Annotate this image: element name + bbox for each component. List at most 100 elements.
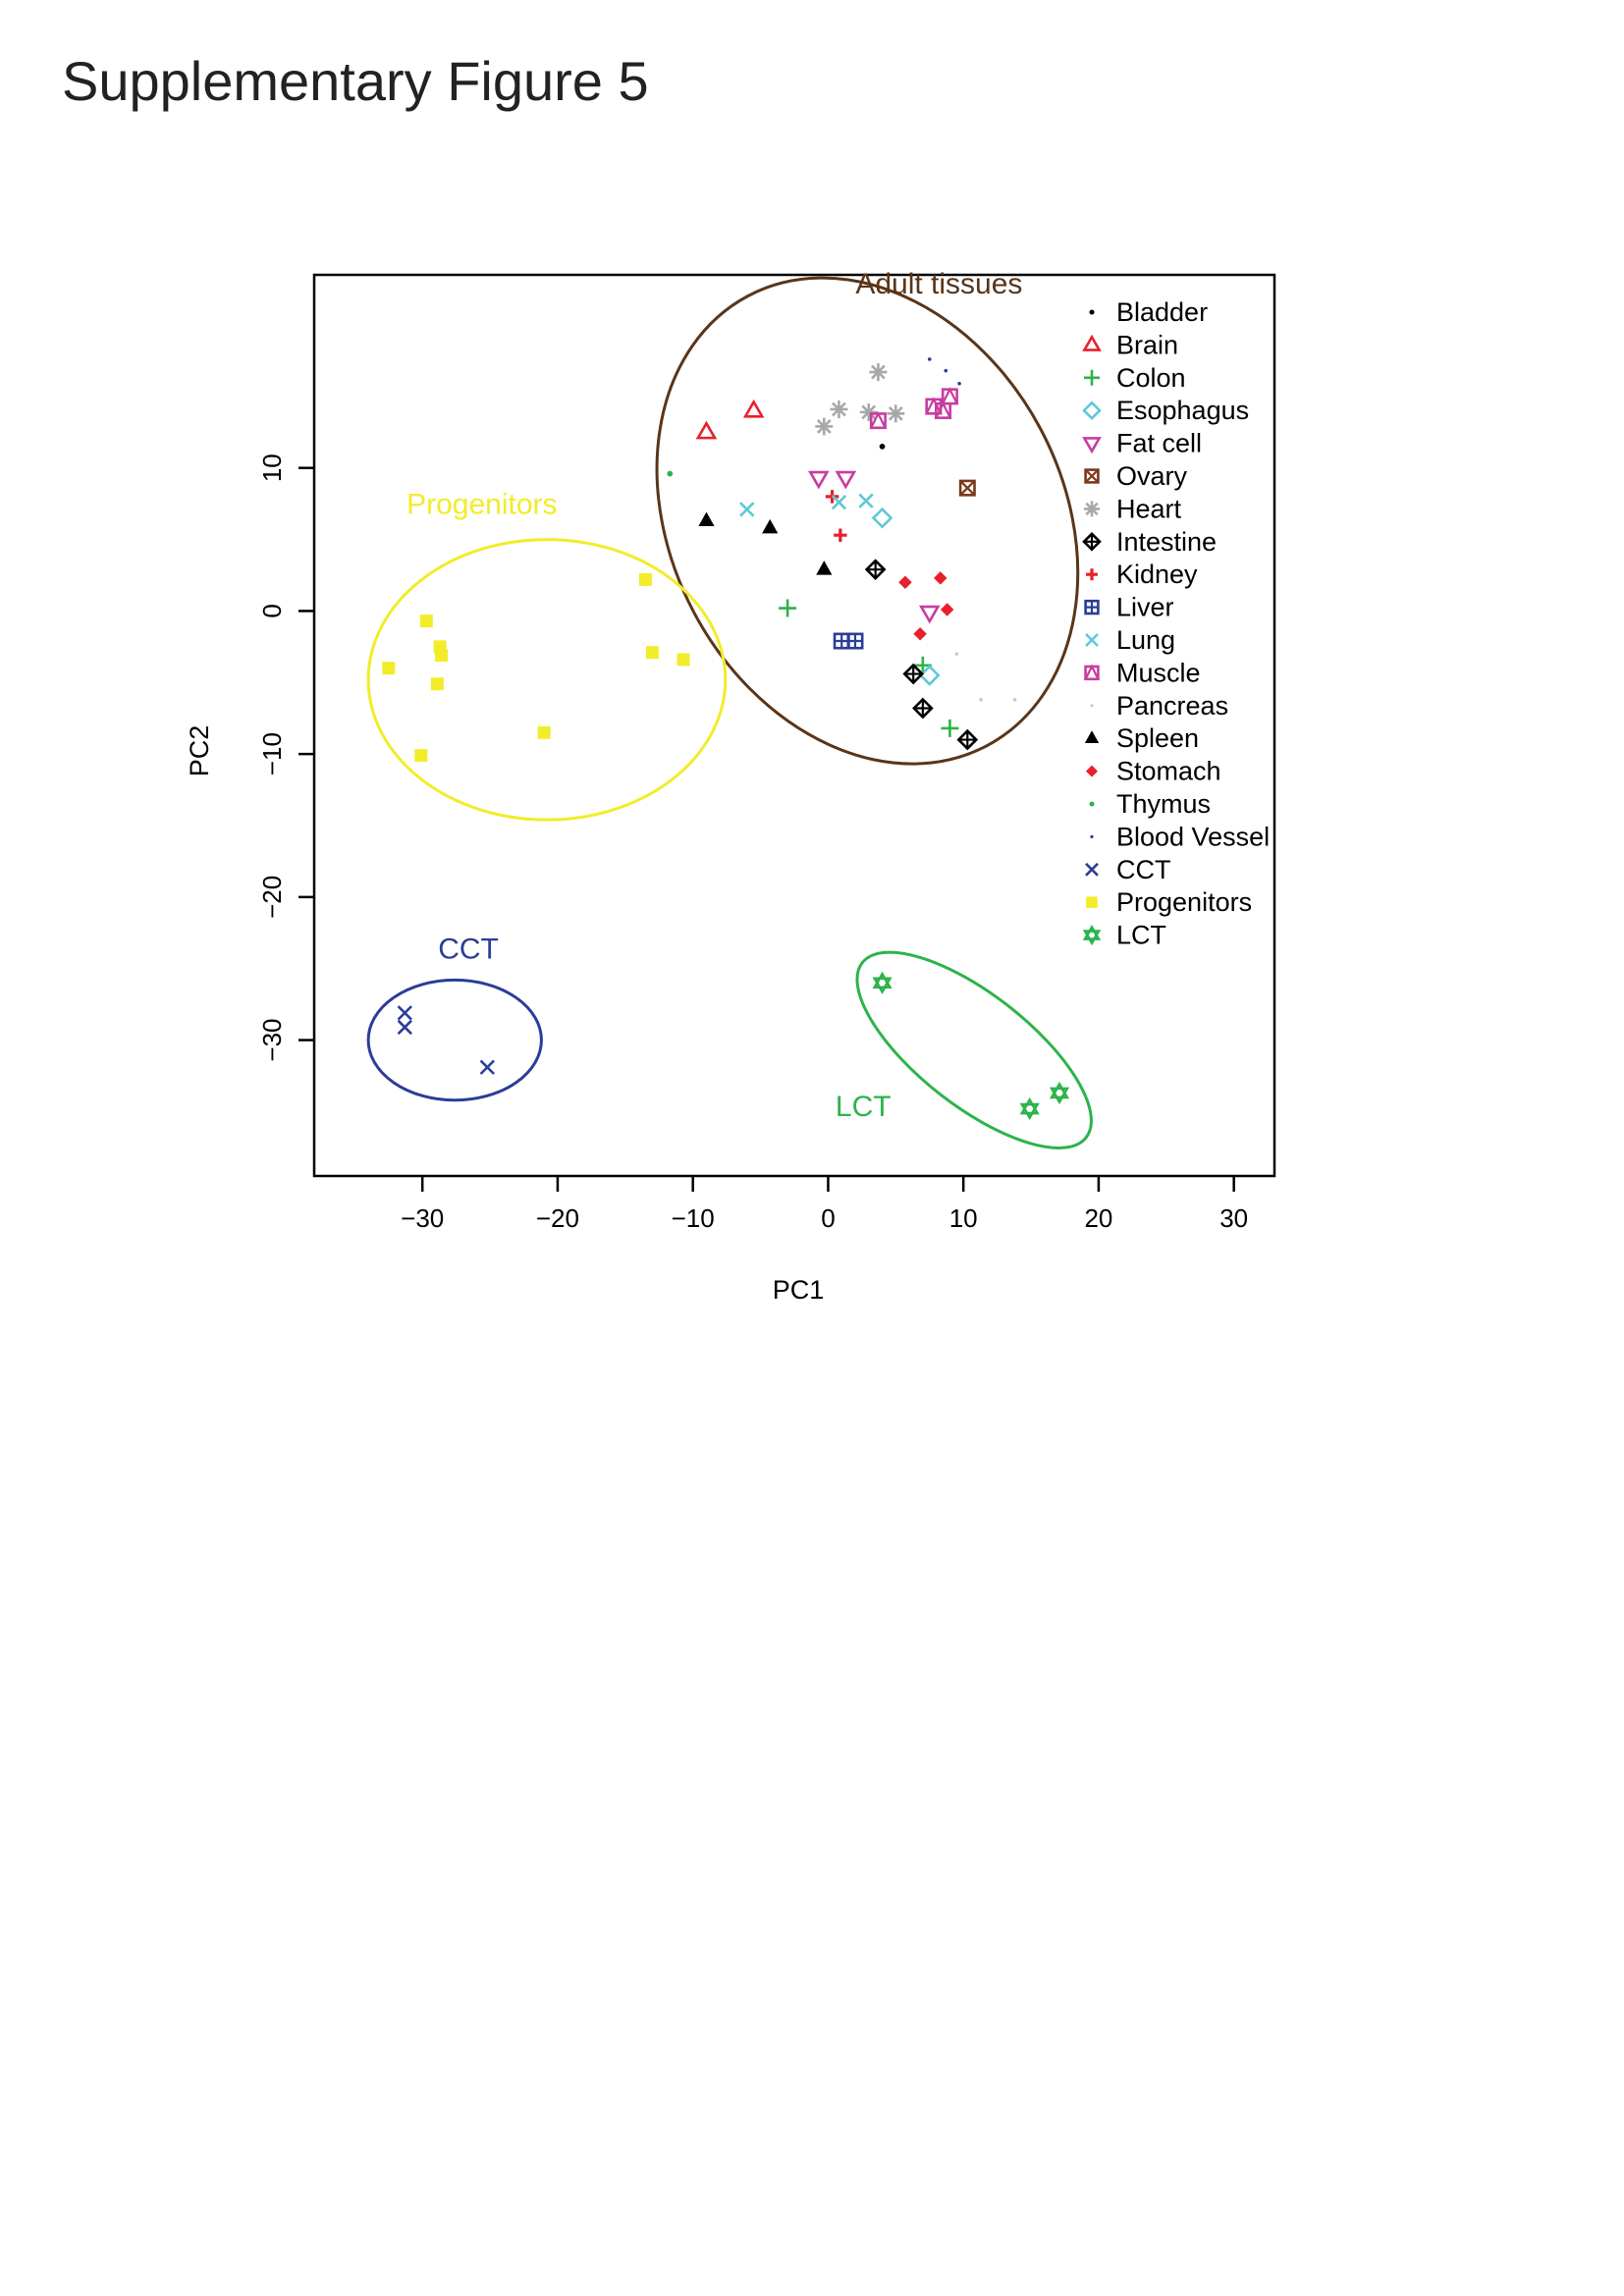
series-blood-vessel [927, 357, 961, 386]
data-point [869, 410, 888, 430]
legend-label: Fat cell [1116, 429, 1202, 458]
y-axis: −30 −20 −10 0 10 [257, 454, 314, 1062]
legend-marker [1082, 400, 1102, 421]
legend-label: Thymus [1116, 789, 1211, 819]
legend-entry-fat-cell: Fat cell [1082, 429, 1202, 458]
legend-label: Pancreas [1116, 691, 1228, 721]
data-point [695, 420, 718, 440]
data-point [779, 599, 797, 617]
legend-label: Ovary [1116, 461, 1188, 491]
annotation-adult-tissues: Adult tissues [855, 268, 1022, 300]
data-point [944, 368, 948, 373]
figure-title: Supplementary Figure 5 [62, 50, 649, 112]
series-brain [695, 399, 765, 440]
data-points [382, 357, 1070, 1121]
data-point [397, 1005, 412, 1021]
data-point [435, 649, 448, 663]
data-point [940, 603, 954, 616]
legend-marker [1084, 599, 1100, 615]
series-progenitors [382, 572, 690, 763]
legend-label: Blood Vessel [1116, 822, 1270, 851]
data-point [918, 665, 941, 686]
data-point [667, 470, 674, 477]
data-point [1049, 1081, 1070, 1105]
annotation-cct: CCT [438, 934, 499, 966]
legend-entry-kidney: Kidney [1086, 560, 1198, 589]
data-point [1019, 1096, 1040, 1121]
series-cct [397, 1005, 495, 1075]
annotation-lct: LCT [836, 1091, 892, 1123]
legend-entry-liver: Liver [1084, 593, 1174, 622]
data-point [677, 653, 690, 667]
legend-marker [1082, 925, 1102, 946]
legend-entry-muscle: Muscle [1083, 658, 1201, 687]
legend-marker [1084, 369, 1100, 386]
legend-entry-thymus: Thymus [1089, 789, 1211, 819]
x-tick-label: 20 [1084, 1203, 1112, 1233]
legend-label: Kidney [1116, 560, 1198, 589]
data-point [956, 728, 979, 751]
x-tick-label: 30 [1219, 1203, 1248, 1233]
data-point [830, 400, 848, 418]
data-point [913, 626, 927, 641]
legend-entry-brain: Brain [1082, 330, 1178, 359]
data-point [739, 502, 755, 517]
data-point [645, 646, 659, 660]
data-point [382, 662, 396, 675]
x-axis-label: PC1 [773, 1275, 825, 1305]
data-point [815, 417, 834, 436]
group-annotations: Adult tissues Progenitors CCT LCT [406, 268, 1022, 1123]
data-point [958, 479, 976, 497]
legend-marker [1086, 896, 1098, 908]
series-colon [779, 599, 959, 737]
data-point [479, 1059, 495, 1075]
data-point [879, 443, 886, 450]
legend-marker [1085, 862, 1099, 877]
data-point [858, 493, 874, 508]
data-point [912, 697, 934, 720]
data-point [927, 357, 932, 361]
series-esophagus [871, 507, 941, 686]
y-tick-label: 0 [257, 604, 287, 617]
legend-label: Spleen [1116, 723, 1199, 753]
series-pancreas [954, 652, 1017, 702]
legend-marker [1082, 531, 1102, 552]
legend-entry-blood-vessel: Blood Vessel [1090, 822, 1270, 851]
legend-entry-heart: Heart [1084, 494, 1182, 523]
series-spleen [698, 511, 833, 575]
legend-marker [1090, 704, 1094, 708]
series-thymus [667, 470, 674, 477]
annotation-progenitors: Progenitors [406, 488, 557, 520]
legend-marker [1082, 437, 1102, 454]
data-point [913, 656, 932, 674]
y-tick-label: −20 [257, 876, 287, 919]
legend-entry-pancreas: Pancreas [1090, 691, 1228, 721]
legend-marker [1090, 834, 1094, 839]
legend-entry-ovary: Ovary [1084, 461, 1188, 491]
legend-label: LCT [1116, 921, 1166, 950]
legend-label: Lung [1116, 625, 1175, 655]
legend-entry-lung: Lung [1085, 625, 1175, 655]
data-point [833, 632, 850, 650]
data-point [834, 528, 847, 542]
series-intestine [864, 559, 979, 751]
data-point [864, 559, 887, 581]
legend-marker [1085, 633, 1099, 647]
data-point [414, 749, 428, 763]
legend-entry-esophagus: Esophagus [1082, 396, 1249, 425]
ellipse-adult-tissues [655, 276, 1080, 766]
series-ovary [958, 479, 976, 497]
data-point [698, 511, 715, 527]
data-point [979, 697, 983, 702]
data-point [846, 632, 864, 650]
legend-entry-cct: CCT [1085, 855, 1171, 884]
series-muscle [869, 387, 959, 430]
x-tick-label: −10 [672, 1203, 715, 1233]
legend-marker [1082, 334, 1102, 351]
legend-entry-intestine: Intestine [1082, 527, 1217, 557]
data-point [397, 1019, 412, 1036]
legend-label: Colon [1116, 363, 1186, 393]
x-tick-label: 10 [949, 1203, 978, 1233]
data-point [869, 363, 888, 382]
plot-frame [312, 273, 1276, 1178]
